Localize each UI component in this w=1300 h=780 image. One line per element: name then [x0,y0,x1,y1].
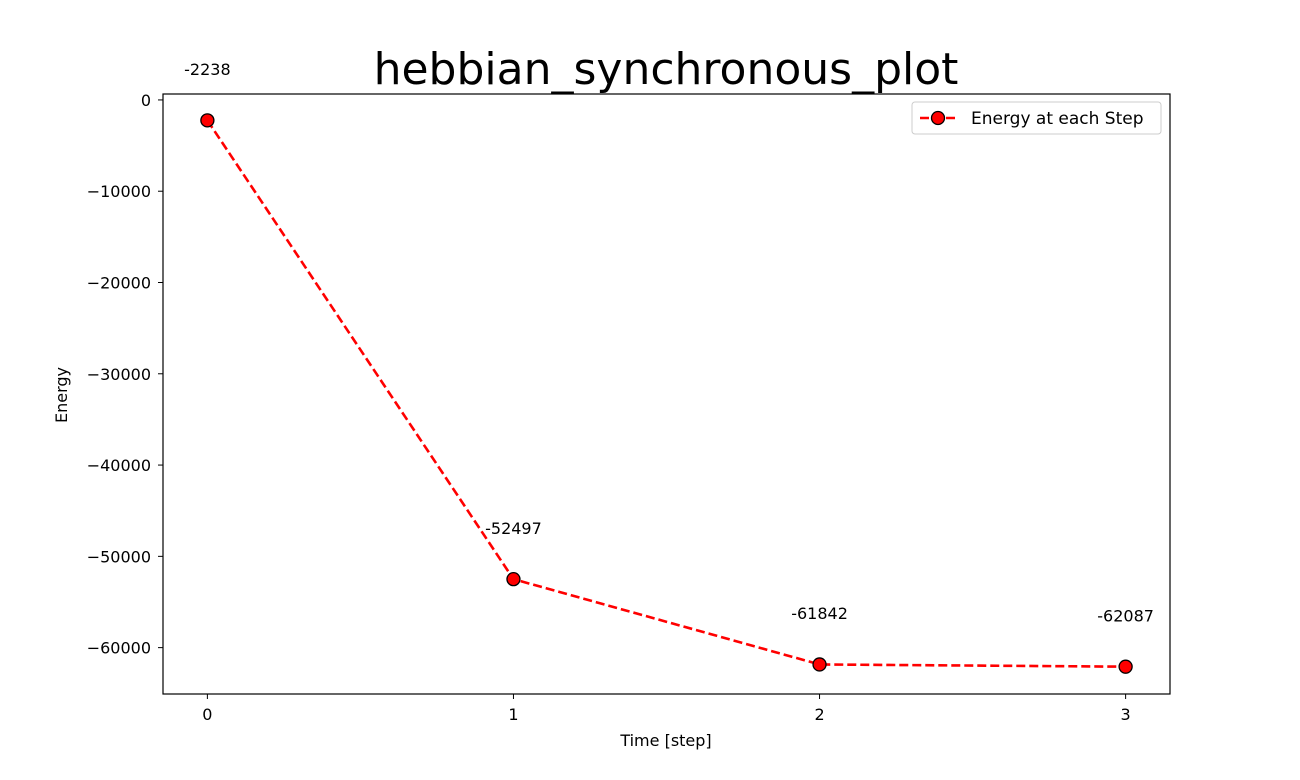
data-point [812,657,827,672]
legend-box [911,101,1162,135]
x-tick-label: 1 [508,705,518,724]
data-point [1118,659,1133,674]
data-label: -62087 [1097,606,1154,625]
y-tick-label: −60000 [87,639,151,658]
y-tick-label: −50000 [87,547,151,566]
x-tick-label: 2 [814,705,824,724]
y-tick-label: −40000 [87,456,151,475]
data-point [200,113,215,128]
series-line [206,119,1126,668]
series-energy [200,113,1133,674]
x-axis-label: Time [step] [619,731,711,750]
plot-area-frame [162,93,1171,695]
data-label: -61842 [791,604,848,623]
data-label: -52497 [485,519,542,538]
legend: Energy at each Step [911,101,1162,135]
legend-entry-label: Energy at each Step [971,109,1144,129]
data-point [506,571,521,587]
data-labels: -2238 -52497 -61842 -62087 [184,60,1154,625]
y-tick-label: 0 [141,91,151,110]
x-axis: 0 1 2 3 [202,694,1131,724]
y-axis-label: Energy [52,367,71,423]
chart-title: hebbian_synchronous_plot [374,44,959,95]
y-tick-label: −10000 [87,182,151,201]
x-tick-label: 3 [1121,705,1131,724]
data-label: -2238 [184,60,231,79]
y-tick-label: −20000 [87,273,151,292]
legend-marker-swatch [930,110,946,126]
x-tick-label: 0 [202,705,212,724]
y-tick-label: −30000 [87,365,151,384]
y-axis: 0 −10000 −20000 −30000 −40000 −50000 −60000 [87,91,163,658]
